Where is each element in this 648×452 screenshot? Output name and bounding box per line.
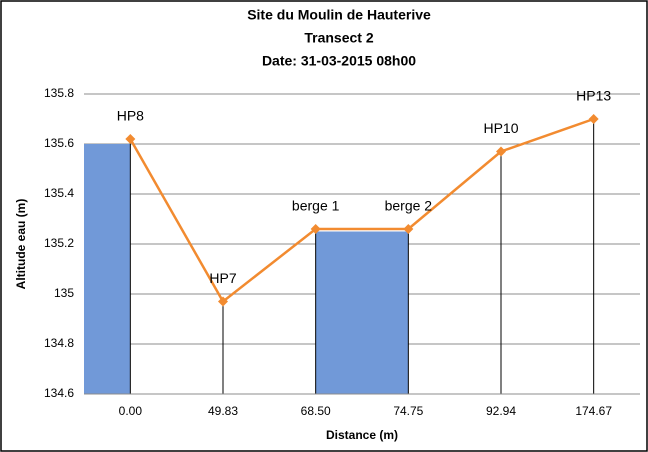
marker [310, 224, 321, 234]
chart-subtitle: Transect 2 [304, 30, 373, 46]
x-tick-label: 49.83 [208, 404, 238, 418]
y-tick-label: 135.6 [44, 136, 74, 150]
y-tick-label: 134.8 [44, 336, 74, 350]
point-label: berge 2 [385, 198, 433, 214]
x-tick-label: 92.94 [486, 404, 516, 418]
marker [403, 224, 414, 234]
marker [125, 134, 136, 144]
point-label: HP13 [576, 88, 611, 104]
x-tick-label: 0.00 [119, 404, 143, 418]
line [129, 117, 595, 304]
point-label: berge 1 [292, 198, 340, 214]
x-tick-label: 174.67 [575, 404, 612, 418]
x-tick-label: 68.50 [301, 404, 331, 418]
marker [218, 296, 228, 307]
y-tick-label: 135.8 [44, 86, 74, 100]
point-label: HP8 [117, 108, 144, 124]
x-tick-label: 74.75 [393, 404, 423, 418]
y-tick-label: 135 [54, 286, 74, 300]
area [315, 231, 409, 394]
y-tick-label: 135.2 [44, 236, 74, 250]
chart-subtitle: Date: 31-03-2015 08h00 [262, 53, 416, 69]
point-label: HP10 [483, 120, 518, 136]
area [84, 144, 131, 394]
chart-title: Site du Moulin de Hauterive [247, 7, 431, 23]
point-label: HP7 [209, 270, 236, 286]
y-tick-label: 135.4 [44, 186, 74, 200]
y-tick-label: 134.6 [44, 386, 74, 400]
marker [496, 146, 506, 157]
y-axis-label: Altitude eau (m) [14, 199, 28, 290]
marker [588, 114, 599, 124]
x-axis-label: Distance (m) [326, 428, 398, 442]
